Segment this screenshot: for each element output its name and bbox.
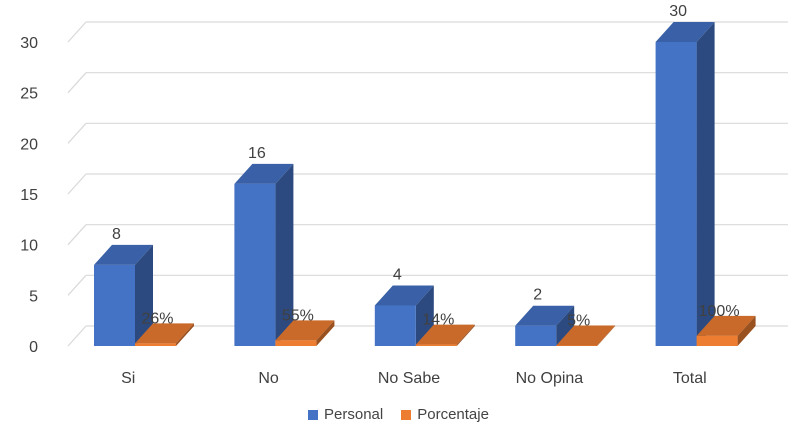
bar-personal-total [655,22,715,346]
gridline-side [67,122,87,144]
x-tick-label: Total [673,370,707,387]
legend-swatch-personal [308,409,319,420]
gridline-side [67,325,87,347]
x-tick-label: Si [121,370,135,387]
bars [94,22,756,346]
bar-top-face [515,305,575,326]
bar-front-face [696,335,738,346]
x-tick-label: No [258,370,279,387]
legend: Personal Porcentaje [0,406,797,423]
x-axis-ticks: Si No No Sabe No Opina Total [121,370,707,387]
data-label-porcentaje: 5% [567,312,590,329]
bar-front-face [94,264,135,346]
legend-label-porcentaje: Porcentaje [417,406,489,423]
bar-side-face [176,323,194,346]
bar-personal-no-opina [515,305,575,346]
data-label-personal: 8 [112,226,121,243]
x-tick-label: No Opina [516,370,584,387]
bar-top-face [94,244,153,265]
data-label-personal: 2 [533,287,542,304]
bar-side-face [597,325,616,346]
y-tick-label: 15 [20,187,38,204]
bar-front-face [556,345,598,346]
bar-porcentaje-si [135,323,194,346]
bar-top-face [556,325,616,346]
bar-top-face [415,324,475,345]
gridline-side [67,274,87,296]
data-label-personal: 16 [248,145,266,162]
bar-front-face [515,325,557,346]
bar-side-face [737,315,756,346]
data-label-porcentaje: 100% [699,303,740,320]
bar-top-face [696,315,756,336]
gridline-side [67,72,87,94]
y-axis-ticks: 0 5 10 15 20 25 30 [20,35,38,356]
bar-top-face [135,323,194,344]
y-tick-label: 20 [20,136,38,153]
bar-front-face [234,183,276,346]
y-tick-label: 10 [20,238,38,255]
bar-personal-si [94,244,153,346]
grid-lines [67,21,788,347]
y-tick-label: 30 [20,35,38,52]
y-tick-label: 25 [20,86,38,103]
legend-item-porcentaje: Porcentaje [401,406,489,423]
legend-item-personal: Personal [308,406,383,423]
bar-side-face [275,163,294,346]
bar-porcentaje-no-sabe [415,324,475,346]
bar-porcentaje-no-opina [556,325,616,346]
data-label-personal: 4 [393,266,402,283]
legend-label-personal: Personal [324,406,384,423]
data-labels: 8 26% 16 55% 4 14% 2 5% 30 100% [112,3,740,329]
bar-porcentaje-total [696,315,756,346]
bar-side-face [135,244,153,346]
y-tick-label: 5 [29,288,38,305]
x-tick-label: No Sabe [378,370,440,387]
gridline-side [67,21,87,43]
bar-personal-no [234,163,294,346]
bar-top-face [234,163,294,184]
bar-front-face [275,340,317,346]
data-label-porcentaje: 26% [141,310,173,327]
gridline-side [67,224,87,246]
bar-top-face [374,285,434,306]
legend-swatch-porcentaje [401,409,412,420]
bar-front-face [655,42,697,346]
data-label-porcentaje: 55% [282,307,314,324]
data-label-porcentaje: 14% [422,312,454,329]
bar-side-face [456,324,475,346]
bar-side-face [316,320,335,346]
bar-front-face [135,343,176,346]
data-label-personal: 30 [669,3,687,20]
bar-porcentaje-no [275,320,335,346]
bar-front-face [415,344,457,346]
y-tick-label: 0 [29,339,38,356]
bar-top-face [655,22,715,42]
bar-side-face [696,22,715,346]
bar-front-face [374,305,416,346]
bar-top-face [275,320,335,341]
bar-side-face [556,305,575,346]
gridline-side [67,173,87,195]
